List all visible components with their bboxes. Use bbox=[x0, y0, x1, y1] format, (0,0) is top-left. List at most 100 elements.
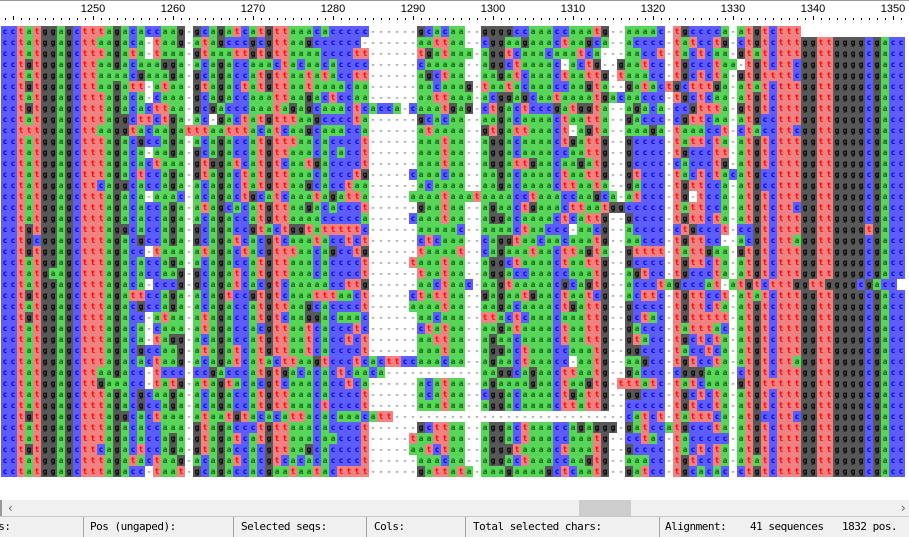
base-cell[interactable]: g bbox=[753, 246, 761, 257]
base-cell[interactable]: t bbox=[89, 114, 97, 125]
base-cell[interactable]: a bbox=[457, 433, 465, 444]
base-cell[interactable]: c bbox=[353, 213, 361, 224]
base-cell[interactable]: g bbox=[113, 433, 121, 444]
base-cell[interactable]: a bbox=[121, 59, 129, 70]
base-cell[interactable]: g bbox=[849, 213, 857, 224]
base-cell[interactable]: a bbox=[609, 92, 617, 103]
base-cell[interactable]: g bbox=[801, 389, 809, 400]
base-cell[interactable]: a bbox=[121, 422, 129, 433]
base-cell[interactable]: c bbox=[889, 334, 897, 345]
base-cell[interactable]: g bbox=[873, 290, 881, 301]
base-cell[interactable]: - bbox=[385, 466, 393, 477]
base-cell[interactable]: g bbox=[233, 411, 241, 422]
base-cell[interactable]: t bbox=[97, 257, 105, 268]
base-cell[interactable]: a bbox=[25, 92, 33, 103]
base-cell[interactable]: a bbox=[25, 367, 33, 378]
base-cell[interactable]: - bbox=[377, 466, 385, 477]
base-cell[interactable]: t bbox=[817, 411, 825, 422]
base-cell[interactable]: g bbox=[193, 147, 201, 158]
base-cell[interactable]: - bbox=[425, 411, 433, 422]
base-cell[interactable]: c bbox=[513, 26, 521, 37]
base-cell[interactable]: t bbox=[273, 37, 281, 48]
base-cell[interactable]: - bbox=[385, 147, 393, 158]
base-cell[interactable]: g bbox=[49, 114, 57, 125]
base-cell[interactable]: - bbox=[529, 411, 537, 422]
base-cell[interactable]: - bbox=[377, 455, 385, 466]
base-cell[interactable]: c bbox=[337, 26, 345, 37]
base-cell[interactable]: t bbox=[689, 312, 697, 323]
base-cell[interactable]: c bbox=[145, 400, 153, 411]
base-cell[interactable]: c bbox=[201, 334, 209, 345]
base-cell[interactable]: - bbox=[473, 290, 481, 301]
base-cell[interactable]: t bbox=[281, 180, 289, 191]
base-cell[interactable]: t bbox=[745, 92, 753, 103]
base-cell[interactable]: a bbox=[249, 312, 257, 323]
base-cell[interactable]: g bbox=[753, 433, 761, 444]
base-cell[interactable]: t bbox=[521, 433, 529, 444]
base-cell[interactable]: t bbox=[257, 367, 265, 378]
base-cell[interactable]: - bbox=[377, 290, 385, 301]
base-cell[interactable]: c bbox=[1, 444, 9, 455]
base-cell[interactable]: t bbox=[33, 92, 41, 103]
base-cell[interactable]: a bbox=[489, 235, 497, 246]
base-cell[interactable]: - bbox=[409, 37, 417, 48]
base-cell[interactable]: a bbox=[505, 202, 513, 213]
base-cell[interactable]: c bbox=[337, 279, 345, 290]
base-cell[interactable]: a bbox=[489, 323, 497, 334]
base-cell[interactable]: c bbox=[361, 312, 369, 323]
base-cell[interactable]: a bbox=[481, 378, 489, 389]
base-cell[interactable]: t bbox=[593, 345, 601, 356]
base-cell[interactable]: a bbox=[297, 422, 305, 433]
base-cell[interactable]: g bbox=[65, 367, 73, 378]
base-cell[interactable]: - bbox=[473, 400, 481, 411]
base-cell[interactable]: a bbox=[497, 224, 505, 235]
base-cell[interactable]: c bbox=[345, 48, 353, 59]
base-cell[interactable]: g bbox=[841, 158, 849, 169]
base-cell[interactable]: t bbox=[97, 136, 105, 147]
base-cell[interactable]: t bbox=[17, 169, 25, 180]
base-cell[interactable]: g bbox=[633, 389, 641, 400]
base-cell[interactable]: g bbox=[113, 411, 121, 422]
base-cell[interactable]: c bbox=[273, 59, 281, 70]
base-cell[interactable]: a bbox=[569, 290, 577, 301]
base-cell[interactable]: - bbox=[145, 367, 153, 378]
base-cell[interactable]: a bbox=[225, 26, 233, 37]
base-cell[interactable]: t bbox=[33, 59, 41, 70]
base-cell[interactable]: c bbox=[241, 323, 249, 334]
base-cell[interactable]: c bbox=[345, 147, 353, 158]
base-cell[interactable]: - bbox=[729, 334, 737, 345]
base-cell[interactable]: a bbox=[57, 180, 65, 191]
base-cell[interactable]: t bbox=[241, 411, 249, 422]
base-cell[interactable]: g bbox=[841, 334, 849, 345]
base-cell[interactable]: c bbox=[713, 191, 721, 202]
base-cell[interactable]: g bbox=[753, 224, 761, 235]
base-cell[interactable]: a bbox=[681, 158, 689, 169]
base-cell[interactable]: t bbox=[585, 147, 593, 158]
base-cell[interactable]: t bbox=[281, 48, 289, 59]
base-cell[interactable]: a bbox=[169, 345, 177, 356]
base-cell[interactable]: c bbox=[233, 191, 241, 202]
base-cell[interactable]: t bbox=[673, 268, 681, 279]
base-cell[interactable]: c bbox=[649, 422, 657, 433]
base-cell[interactable]: t bbox=[785, 268, 793, 279]
base-cell[interactable]: t bbox=[705, 345, 713, 356]
base-cell[interactable]: a bbox=[25, 257, 33, 268]
base-cell[interactable]: c bbox=[337, 70, 345, 81]
base-cell[interactable]: g bbox=[801, 345, 809, 356]
base-cell[interactable]: g bbox=[649, 125, 657, 136]
base-cell[interactable]: g bbox=[497, 92, 505, 103]
base-cell[interactable]: c bbox=[865, 411, 873, 422]
base-cell[interactable]: c bbox=[713, 290, 721, 301]
base-cell[interactable]: a bbox=[209, 444, 217, 455]
base-cell[interactable]: t bbox=[777, 147, 785, 158]
base-cell[interactable]: t bbox=[17, 213, 25, 224]
base-cell[interactable]: - bbox=[433, 411, 441, 422]
base-cell[interactable]: t bbox=[793, 103, 801, 114]
base-cell[interactable]: c bbox=[641, 301, 649, 312]
base-cell[interactable]: - bbox=[617, 48, 625, 59]
base-cell[interactable]: - bbox=[185, 202, 193, 213]
base-cell[interactable]: - bbox=[145, 466, 153, 477]
base-cell[interactable]: a bbox=[641, 26, 649, 37]
base-cell[interactable]: c bbox=[281, 279, 289, 290]
